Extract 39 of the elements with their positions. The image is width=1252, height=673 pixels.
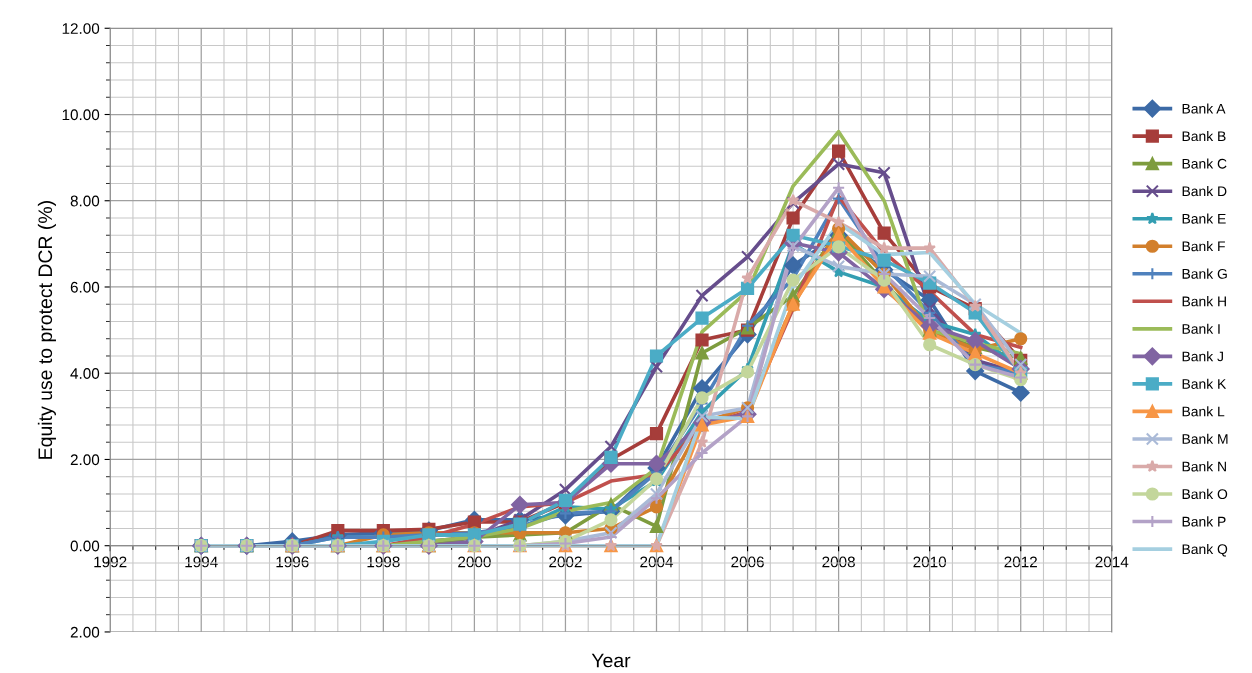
y-tick-label: 8.00	[70, 195, 100, 207]
legend-label: Bank O	[1182, 488, 1228, 500]
legend-label: Bank I	[1182, 323, 1220, 334]
x-tick-label: 2002	[549, 556, 582, 568]
y-tick-label: 0.00	[70, 540, 100, 552]
legend-label: Bank C	[1182, 158, 1227, 169]
legend-label: Bank K	[1182, 378, 1227, 389]
legend-label: Bank F	[1182, 241, 1225, 252]
y-tick-label: 2.00	[70, 626, 100, 638]
y-tick-label: 10.00	[62, 109, 100, 121]
x-tick-label: 2008	[822, 556, 855, 568]
x-tick-label: 1992	[94, 556, 127, 568]
legend-label: Bank N	[1182, 461, 1226, 472]
legend-label: Bank E	[1182, 213, 1226, 224]
y-tick-label: 6.00	[70, 281, 100, 293]
x-tick-label: 2012	[1004, 556, 1037, 568]
legend-label: Bank D	[1182, 185, 1227, 197]
x-tick-label: 1994	[185, 556, 218, 568]
legend-label: Bank A	[1182, 103, 1226, 114]
y-tick-label: 12.00	[62, 23, 100, 34]
y-tick-label: 2.00	[70, 454, 100, 466]
legend-label: Bank J	[1182, 351, 1223, 362]
legend-label: Bank M	[1182, 433, 1228, 444]
x-tick-label: 2010	[913, 556, 947, 568]
y-tick-label: 4.00	[70, 368, 100, 379]
y-axis-title: Equity use to protect DCR (%)	[37, 201, 56, 459]
legend-label: Bank B	[1182, 130, 1226, 142]
legend-label: Bank L	[1182, 406, 1225, 417]
x-axis-title: Year	[591, 653, 631, 668]
x-tick-label: 2014	[1095, 556, 1129, 568]
legend-label: Bank P	[1182, 516, 1226, 527]
legend-label: Bank G	[1182, 268, 1227, 279]
x-tick-label: 2006	[731, 556, 764, 568]
x-tick-label: 1996	[276, 556, 309, 568]
x-tick-label: 1998	[367, 556, 400, 568]
x-tick-label: 2004	[640, 556, 674, 568]
x-tick-label: 2000	[458, 556, 491, 568]
legend-label: Bank H	[1182, 296, 1226, 307]
legend-label: Bank Q	[1182, 543, 1228, 557]
